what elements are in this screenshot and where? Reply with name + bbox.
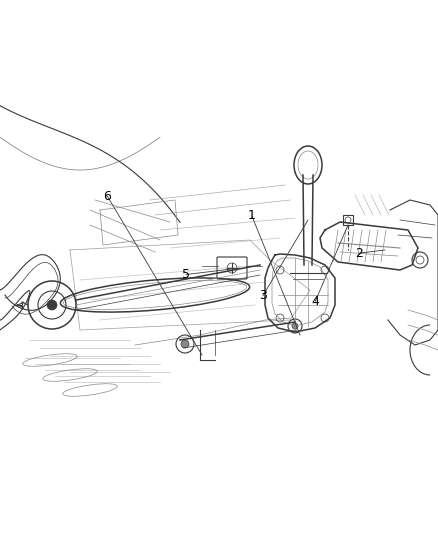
Circle shape [181,340,189,348]
Text: 3: 3 [259,289,267,302]
Circle shape [47,300,57,310]
Text: 5: 5 [182,268,190,281]
Text: 1: 1 [248,209,256,222]
Text: 2: 2 [355,247,363,260]
Text: 4: 4 [311,295,319,308]
Circle shape [292,323,298,329]
Text: 6: 6 [103,190,111,203]
